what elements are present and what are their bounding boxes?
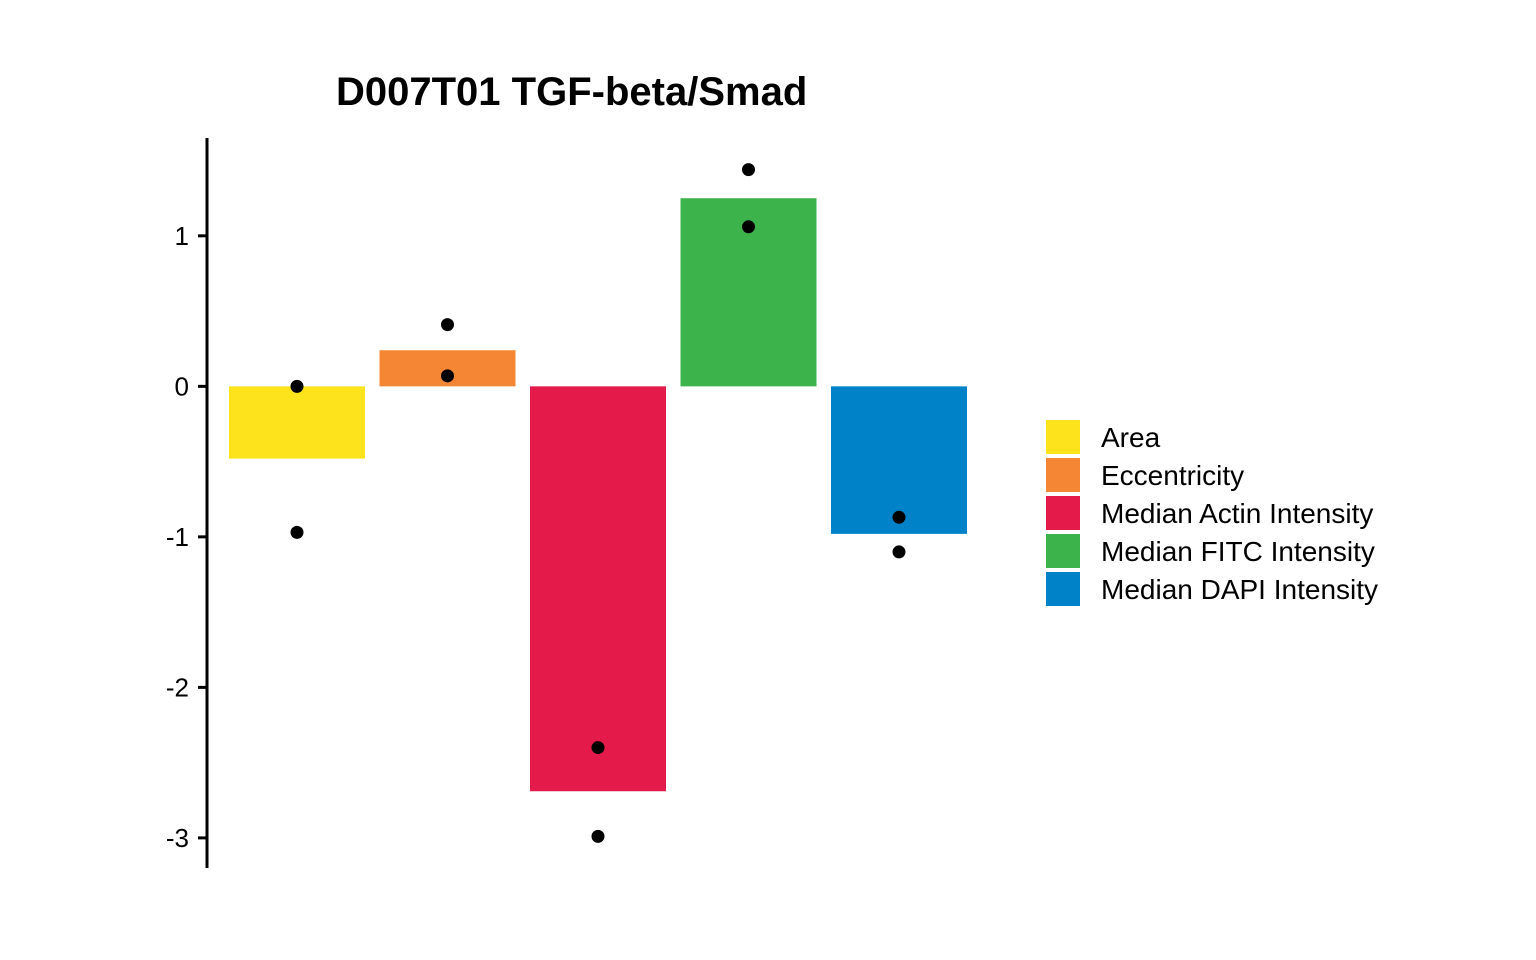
y-tick-label: 1 [175,221,189,251]
data-point-4-1 [742,163,755,177]
data-point-1-2 [290,525,304,539]
data-point-3-1 [591,741,605,755]
legend-swatch-4 [1046,534,1080,568]
bar-median-actin-intensity [530,386,666,792]
data-point-2-1 [441,318,454,332]
legend-swatch-2 [1046,458,1080,492]
data-point-4-2 [742,220,755,234]
legend-swatch-5 [1046,572,1080,606]
legend-label-4: Median FITC Intensity [1101,536,1375,567]
data-point-5-1 [892,510,906,524]
y-tick-label: 0 [175,371,189,401]
bar-area [229,386,365,459]
legend-swatch-1 [1046,420,1080,454]
bar-median-dapi-intensity [831,386,967,534]
data-point-5-2 [892,545,906,559]
y-tick-label: -2 [166,672,189,702]
legend-label-5: Median DAPI Intensity [1101,574,1378,605]
legend-label-1: Area [1101,422,1161,453]
legend-label-2: Eccentricity [1101,460,1244,491]
data-point-3-2 [591,829,605,843]
legend-swatch-3 [1046,496,1080,530]
y-tick-label: -3 [166,823,189,853]
chart-title: D007T01 TGF-beta/Smad [336,70,808,114]
y-tick-label: -1 [166,522,189,552]
data-point-1-1 [290,379,304,393]
data-point-2-2 [441,369,454,383]
legend-label-3: Median Actin Intensity [1101,498,1373,529]
